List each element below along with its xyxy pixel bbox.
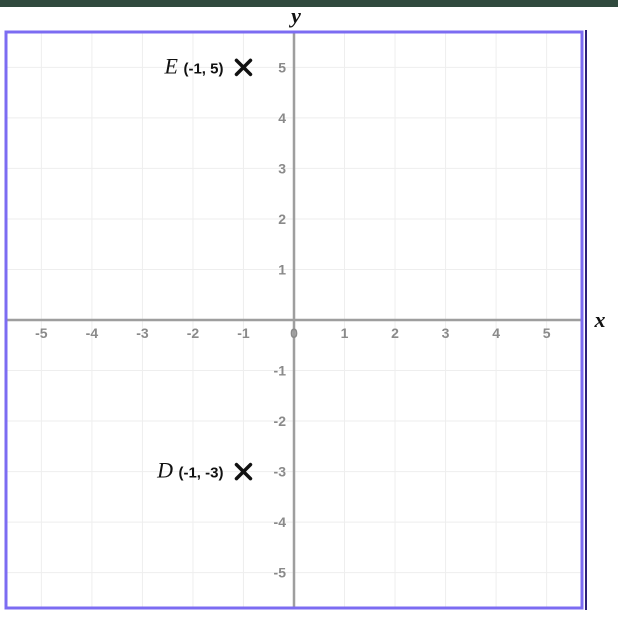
x-tick-label: 3 xyxy=(442,325,450,341)
x-tick-label: -4 xyxy=(86,325,99,341)
y-tick-label: -1 xyxy=(274,363,287,379)
y-tick-label: -5 xyxy=(274,565,287,581)
y-tick-label: -4 xyxy=(274,514,287,530)
x-tick-label: 0 xyxy=(290,325,298,341)
x-tick-label: -5 xyxy=(35,325,48,341)
x-tick-label: 5 xyxy=(543,325,551,341)
x-tick-label: 4 xyxy=(492,325,500,341)
x-tick-label: 1 xyxy=(341,325,349,341)
x-tick-label: 2 xyxy=(391,325,399,341)
y-tick-label: 2 xyxy=(278,211,286,227)
x-tick-label: -2 xyxy=(187,325,200,341)
y-tick-label: -3 xyxy=(274,464,287,480)
x-tick-label: -1 xyxy=(237,325,250,341)
coordinate-grid: -5-4-3-2-1012345-5-4-3-2-112345yxE (-1, … xyxy=(0,0,618,622)
y-tick-label: 5 xyxy=(278,59,286,75)
y-tick-label: 3 xyxy=(278,160,286,176)
x-axis-label: x xyxy=(594,307,606,332)
chart-container: -5-4-3-2-1012345-5-4-3-2-112345yxE (-1, … xyxy=(0,0,618,622)
y-tick-label: -2 xyxy=(274,413,287,429)
y-tick-label: 4 xyxy=(278,110,286,126)
x-tick-label: -3 xyxy=(136,325,149,341)
y-tick-label: 1 xyxy=(278,261,286,277)
